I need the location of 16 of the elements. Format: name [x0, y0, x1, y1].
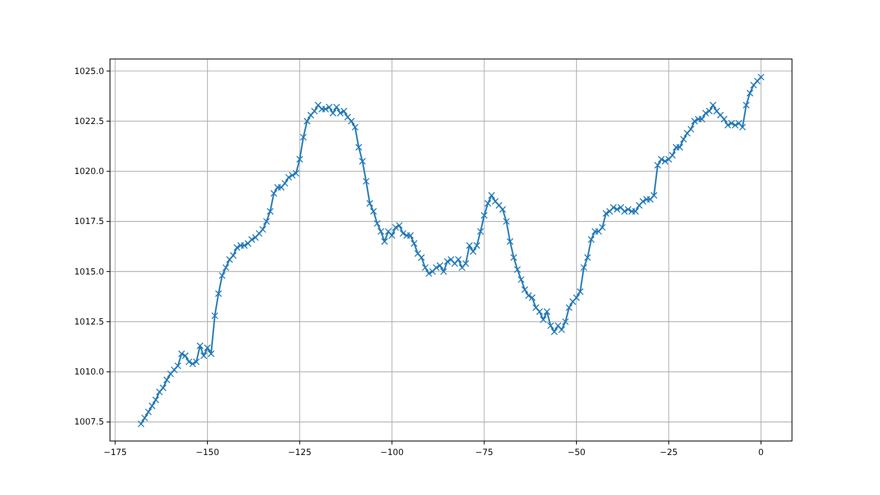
x-tick-label: −125	[288, 448, 312, 458]
y-tick-label: 1025.0	[74, 66, 104, 77]
x-tick-label: −75	[475, 448, 494, 458]
x-tick-label: 0	[758, 448, 764, 458]
y-tick-label: 1020.0	[74, 167, 104, 178]
y-tick-label: 1010.0	[74, 368, 104, 378]
x-tick-label: −150	[196, 448, 220, 458]
x-tick-label: −175	[103, 448, 127, 458]
y-tick-label: 1015.0	[74, 267, 104, 278]
y-tick-label: 1007.5	[74, 418, 104, 428]
y-tick-label: 1012.5	[74, 317, 104, 328]
x-tick-label: −25	[660, 448, 678, 458]
x-tick-label: −50	[568, 448, 586, 458]
y-tick-label: 1022.5	[74, 116, 104, 127]
y-tick-label: 1017.5	[74, 217, 104, 228]
x-tick-label: −100	[380, 448, 404, 458]
